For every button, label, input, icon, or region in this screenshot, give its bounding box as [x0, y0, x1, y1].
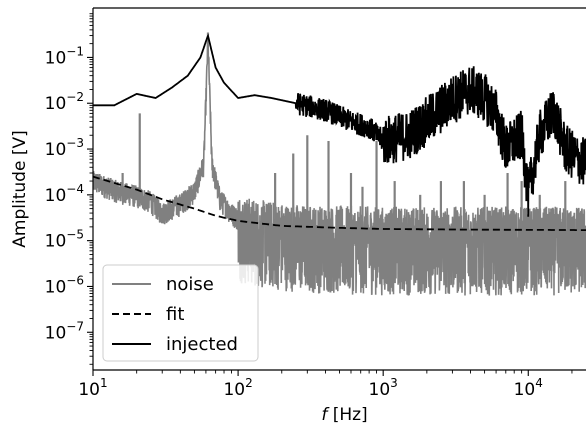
y-tick-base: 10: [45, 94, 67, 114]
y-tick-base: 10: [45, 277, 67, 297]
series-fit: [93, 175, 586, 231]
y-tick-exp: −1: [66, 44, 84, 58]
y-tick-label: 10−6: [45, 273, 84, 297]
y-tick-label: 10−1: [45, 44, 84, 68]
y-tick-label: 10−5: [45, 228, 84, 252]
y-tick-label: 10−7: [45, 319, 84, 343]
legend-label-injected: injected: [166, 334, 238, 355]
y-axis-label: Amplitude [V]: [10, 130, 30, 247]
legend-label-fit: fit: [166, 304, 184, 325]
x-tick-exp: 2: [245, 376, 253, 390]
y-tick-exp: −7: [66, 319, 84, 333]
y-tick-exp: −6: [66, 273, 84, 287]
legend-label-noise: noise: [166, 274, 214, 295]
y-tick-exp: −2: [66, 90, 84, 104]
x-tick-label: 103: [369, 376, 398, 400]
x-tick-base: 10: [223, 380, 245, 400]
y-tick-exp: −5: [66, 228, 84, 242]
y-tick-label: 10−3: [45, 136, 84, 160]
y-tick-base: 10: [45, 140, 67, 160]
y-tick-exp: −3: [66, 136, 84, 150]
x-tick-base: 10: [78, 380, 100, 400]
x-axis-label: f [Hz]: [321, 405, 367, 425]
x-tick-exp: 4: [535, 376, 543, 390]
x-axis-label-unit: [Hz]: [327, 405, 367, 425]
y-tick-base: 10: [45, 186, 67, 206]
y-tick-exp: −4: [66, 182, 84, 196]
noise-trace: [93, 36, 586, 296]
y-tick-base: 10: [45, 48, 67, 68]
x-tick-exp: 3: [390, 376, 398, 390]
x-ticks: 101 102 103 104: [78, 370, 573, 400]
x-tick-exp: 1: [100, 376, 108, 390]
y-ticks: 10−710−610−510−410−310−210−1: [45, 13, 93, 365]
legend-box: [102, 264, 259, 362]
series-injected: [93, 33, 586, 217]
legend: noise fit injected: [102, 264, 259, 362]
fit-line: [93, 175, 586, 231]
y-tick-label: 10−4: [45, 182, 84, 206]
x-axis-label-var: f: [321, 405, 330, 425]
y-tick-base: 10: [45, 232, 67, 252]
y-tick-label: 10−2: [45, 90, 84, 114]
x-tick-label: 104: [514, 376, 543, 400]
series-noise: [93, 32, 586, 296]
x-tick-label: 101: [78, 376, 107, 400]
x-tick-label: 102: [223, 376, 252, 400]
x-tick-base: 10: [514, 380, 536, 400]
y-tick-base: 10: [45, 323, 67, 343]
x-tick-base: 10: [369, 380, 391, 400]
plot-area: [93, 32, 586, 296]
injected-trace: [93, 33, 586, 217]
